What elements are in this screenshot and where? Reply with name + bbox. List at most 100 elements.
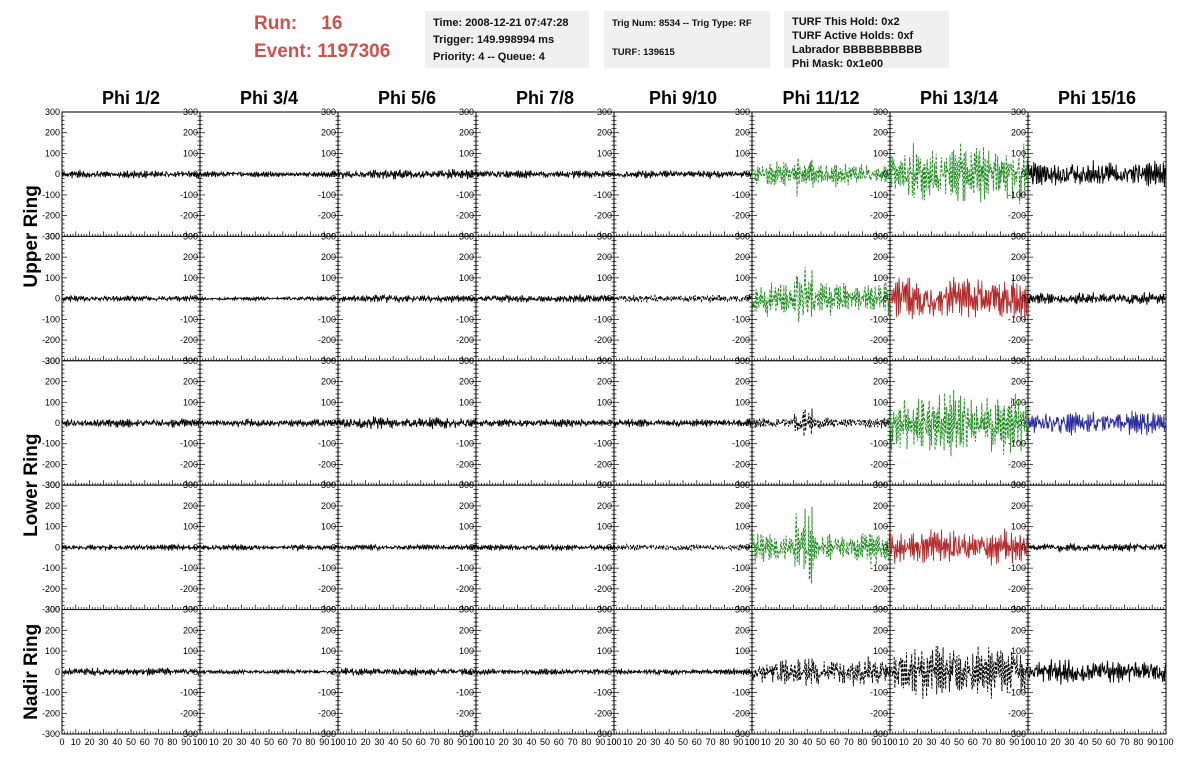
y-tick-label: 100 <box>459 148 474 158</box>
x-tick-label: 60 <box>140 737 150 747</box>
y-tick-label: 200 <box>183 128 198 138</box>
y-tick-label: -100 <box>180 688 198 698</box>
x-tick-label: 30 <box>374 737 384 747</box>
x-tick-label: 20 <box>499 737 509 747</box>
y-tick-label: -200 <box>732 584 750 594</box>
x-tick-label: 40 <box>1078 737 1088 747</box>
y-tick-label: -100 <box>180 314 198 324</box>
y-tick-label: 300 <box>1011 480 1026 490</box>
y-tick-label: 100 <box>459 273 474 283</box>
y-tick-label: 0 <box>745 542 750 552</box>
run-row: Run: 16 <box>254 10 390 38</box>
y-tick-label: -100 <box>456 190 474 200</box>
x-tick-label: 40 <box>526 737 536 747</box>
y-tick-label: 0 <box>883 169 888 179</box>
y-tick-label: 200 <box>183 501 198 511</box>
y-tick-label: 300 <box>321 480 336 490</box>
y-tick-label: -200 <box>180 335 198 345</box>
x-tick-label: 60 <box>1106 737 1116 747</box>
y-tick-label: 0 <box>883 542 888 552</box>
y-tick-label: -200 <box>180 459 198 469</box>
x-tick-label: 30 <box>650 737 660 747</box>
y-tick-label: 200 <box>873 377 888 387</box>
y-tick-label: 100 <box>45 397 60 407</box>
y-tick-label: -200 <box>594 335 612 345</box>
y-tick-label: 0 <box>883 294 888 304</box>
turf-active-holds-text: TURF Active Holds: 0xf <box>792 30 914 42</box>
x-tick-label: 40 <box>250 737 260 747</box>
x-tick-label: 10 <box>899 737 909 747</box>
y-tick-label: 300 <box>597 356 612 366</box>
y-tick-label: 200 <box>183 377 198 387</box>
y-tick-label: 200 <box>459 252 474 262</box>
x-tick-label: 0 <box>749 737 754 747</box>
waveform-line <box>613 667 753 677</box>
y-tick-label: 100 <box>735 397 750 407</box>
y-tick-label: -300 <box>180 729 198 739</box>
y-tick-label: 100 <box>1011 397 1026 407</box>
waveform-line <box>61 417 201 429</box>
y-tick-label: -100 <box>456 688 474 698</box>
y-tick-label: 200 <box>873 252 888 262</box>
y-tick-label: -100 <box>318 190 336 200</box>
turf-text: TURF: 139615 <box>612 47 675 58</box>
x-tick-label: 90 <box>181 737 191 747</box>
y-tick-label: 100 <box>1011 522 1026 532</box>
y-tick-label: 300 <box>459 356 474 366</box>
waveform-line <box>475 543 615 553</box>
y-tick-label: 100 <box>735 646 750 656</box>
column-header: Phi 1/2 <box>102 88 160 108</box>
y-tick-label: 300 <box>597 480 612 490</box>
y-tick-label: -100 <box>594 314 612 324</box>
y-tick-label: 300 <box>1011 231 1026 241</box>
x-tick-label: 90 <box>871 737 881 747</box>
time-info-box: Time: 2008-12-21 07:47:28 Trigger: 149.9… <box>425 11 589 68</box>
waveform-line <box>889 142 1029 205</box>
x-tick-label: 50 <box>126 737 136 747</box>
y-tick-label: 200 <box>321 252 336 262</box>
y-tick-label: 200 <box>873 625 888 635</box>
x-tick-label: 0 <box>887 737 892 747</box>
x-tick-label: 90 <box>1009 737 1019 747</box>
y-tick-label: 300 <box>183 356 198 366</box>
phi-mask-text: Phi Mask: 0x1e00 <box>792 58 884 70</box>
y-tick-label: -100 <box>1008 190 1026 200</box>
y-tick-label: 300 <box>183 605 198 615</box>
y-tick-label: 0 <box>331 169 336 179</box>
y-tick-label: -100 <box>870 314 888 324</box>
y-tick-label: -200 <box>1008 584 1026 594</box>
x-tick-label: 90 <box>319 737 329 747</box>
y-tick-label: 200 <box>735 501 750 511</box>
y-tick-label: 0 <box>193 542 198 552</box>
x-tick-label: 10 <box>71 737 81 747</box>
y-tick-label: 0 <box>469 418 474 428</box>
y-tick-label: -100 <box>594 688 612 698</box>
y-tick-label: 200 <box>45 377 60 387</box>
y-tick-label: 200 <box>459 625 474 635</box>
x-tick-label: 60 <box>554 737 564 747</box>
waveform-line <box>61 169 201 179</box>
column-header: Phi 15/16 <box>1058 88 1136 108</box>
y-tick-label: 200 <box>321 625 336 635</box>
x-tick-label: 50 <box>678 737 688 747</box>
x-tick-label: 0 <box>59 737 64 747</box>
y-tick-label: 0 <box>331 667 336 677</box>
y-tick-label: -300 <box>318 729 336 739</box>
x-tick-label: 30 <box>788 737 798 747</box>
y-tick-label: -100 <box>318 688 336 698</box>
x-tick-label: 70 <box>154 737 164 747</box>
y-tick-label: 200 <box>459 501 474 511</box>
panel-frame <box>751 360 891 486</box>
y-tick-label: 300 <box>735 231 750 241</box>
y-tick-label: 200 <box>1011 501 1026 511</box>
y-tick-label: -200 <box>732 459 750 469</box>
y-tick-label: 0 <box>745 169 750 179</box>
y-tick-label: 100 <box>597 646 612 656</box>
x-tick-label: 40 <box>664 737 674 747</box>
y-tick-label: 100 <box>459 646 474 656</box>
y-tick-label: 200 <box>321 377 336 387</box>
y-tick-label: 100 <box>45 148 60 158</box>
x-tick-label: 30 <box>98 737 108 747</box>
waveform-line <box>751 157 891 197</box>
waveform-line <box>751 266 891 323</box>
